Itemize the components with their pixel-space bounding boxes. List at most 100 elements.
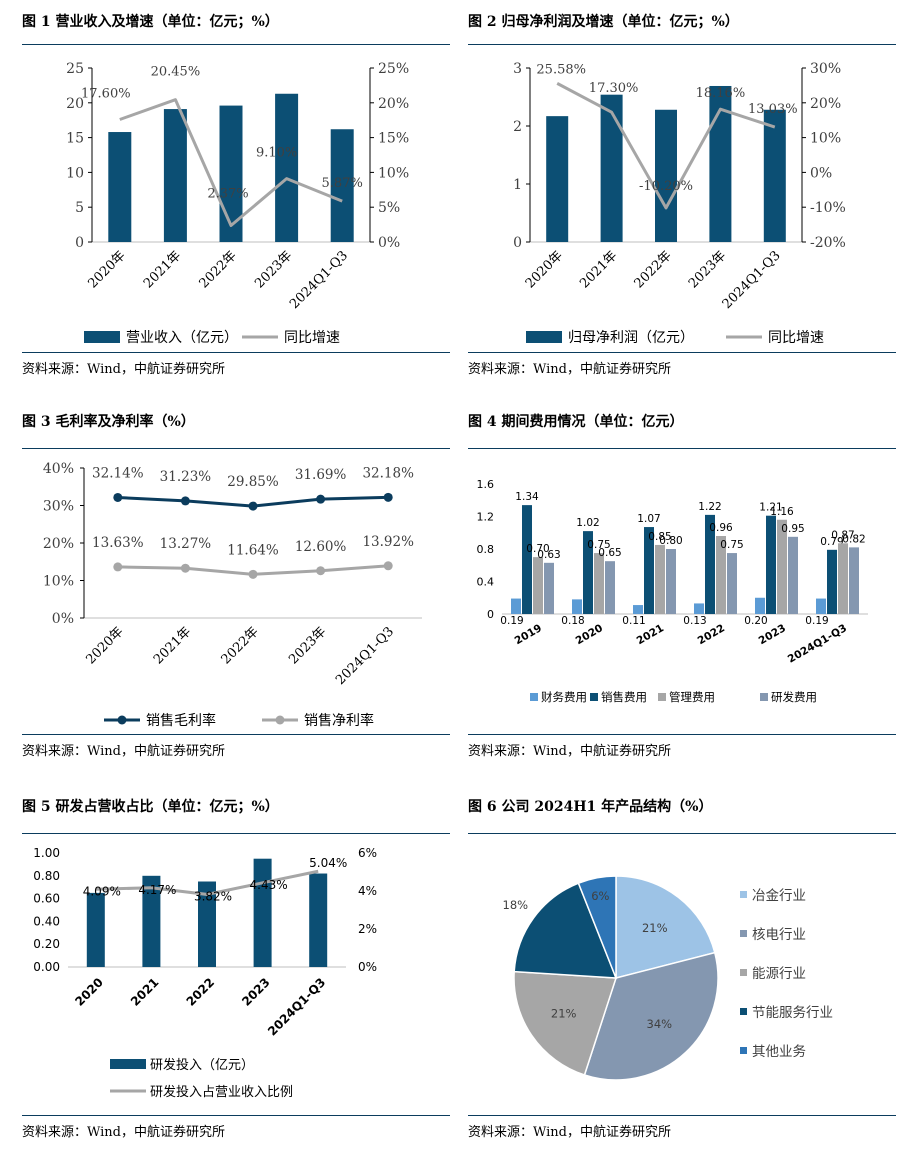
expense-bar [605, 561, 615, 614]
line-data-label: 5.04% [309, 856, 347, 870]
figure-3-title: 图 3 毛利率及净利率（%） [22, 414, 195, 430]
y-left-tick-label: 15 [66, 131, 84, 147]
line-data-label: 13.63% [92, 535, 144, 551]
expense-bar [755, 597, 765, 614]
pie-slice [577, 875, 617, 979]
line-data-label: 17.60% [81, 87, 131, 102]
y-right-tick-label: 15% [378, 131, 409, 147]
y-left-tick-label: 0.80 [33, 869, 60, 883]
y-right-tick-label: 10% [378, 165, 409, 181]
legend-swatch [740, 891, 747, 898]
line-data-label: 25.58% [536, 62, 586, 77]
y-right-tick-label: 6% [358, 846, 377, 860]
x-category-label: 2020年 [83, 624, 126, 667]
y-tick-label: 1.6 [477, 478, 495, 491]
expense-bar [572, 599, 582, 614]
line-data-label: 3.82% [194, 889, 232, 903]
figure-6-panel: 图 6 公司 2024H1 年产品结构（%） 21% 34% 21% 18% 6% 冶金行… [468, 783, 896, 1153]
legend-swatch [740, 969, 747, 976]
x-category-label: 2024Q1-Q3 [333, 624, 397, 688]
y-right-tick-label: 0% [810, 165, 832, 181]
x-category-label: 2023年 [286, 624, 329, 667]
y-right-tick-label: 2% [358, 922, 377, 936]
pie-slice [583, 951, 719, 1081]
bar-data-label: 0.19 [805, 615, 828, 627]
line-data-label: 31.23% [160, 469, 212, 485]
bar-data-label: 1.22 [698, 501, 721, 513]
y-right-tick-label: 4% [358, 884, 377, 898]
y-left-tick-label: 2 [513, 119, 522, 135]
bar [330, 129, 354, 242]
pie-data-label: 21% [642, 921, 668, 935]
y-left-tick-label: 1 [513, 177, 522, 193]
legend-label: 冶金行业 [752, 888, 806, 904]
bar-data-label: 1.07 [637, 513, 660, 525]
legend-bar-swatch [84, 331, 120, 343]
line-data-label: 13.03% [748, 102, 798, 117]
expense-bar [849, 547, 859, 614]
expense-bar [838, 543, 848, 614]
y-left-tick-label: 0.40 [33, 914, 60, 928]
y-right-tick-label: -20% [810, 235, 846, 251]
bar-data-label: 0.63 [537, 549, 560, 561]
chart-3-margins: 0% 10% 20% 30% 40% 32.14% 31.23% 29.85% 31.69% 32… [43, 461, 422, 729]
bar [763, 109, 786, 242]
line-data-label: 5.87% [322, 176, 363, 191]
legend-label: 核电行业 [752, 927, 806, 943]
legend-label: 研发费用 [771, 690, 817, 704]
legend-bar-swatch [526, 331, 562, 343]
y-left-tick-label: 1.00 [33, 846, 60, 860]
y-left-tick-label: 0.00 [33, 960, 60, 974]
bar-data-label: 0.65 [598, 547, 621, 559]
bar [219, 105, 243, 242]
figure-5-source: 资料来源：Wind，中航证券研究所 [22, 1125, 225, 1140]
line-data-label: 9.10% [256, 146, 297, 161]
bar-data-label: 0.95 [781, 523, 804, 535]
line-marker [180, 563, 190, 573]
expense-bar [716, 536, 726, 614]
legend-label: 其他业务 [752, 1044, 806, 1060]
x-category-label: 2024Q1-Q3 [786, 622, 849, 665]
legend-label: 节能服务行业 [752, 1005, 833, 1021]
bar-data-label: 0.11 [622, 615, 645, 627]
pie-slice [513, 970, 618, 1076]
bar [655, 109, 677, 242]
legend-swatch [658, 693, 666, 701]
x-category-label: 2024Q1-Q3 [265, 975, 328, 1038]
y-tick-label: 10% [43, 574, 74, 590]
x-category-label: 2022 [184, 975, 218, 1009]
y-tick-label: 0% [52, 611, 74, 627]
figure-4-bottom-rule [468, 734, 896, 735]
legend-swatch [530, 693, 538, 701]
legend-bar-label: 营业收入（亿元） [126, 330, 238, 346]
line-data-label: 2.37% [207, 187, 248, 202]
bar-data-label: 0.13 [683, 615, 706, 627]
line-data-label: 17.30% [589, 81, 639, 96]
y-tick-label: 30% [43, 499, 74, 515]
x-category-label: 2021年 [141, 248, 184, 291]
y-left-tick-label: 10 [66, 165, 84, 181]
x-category-label: 2020年 [85, 248, 128, 291]
legend-label: 销售净利率 [304, 712, 374, 729]
figure-2-title: 图 2 归母净利润及增速（单位：亿元；%） [468, 14, 739, 30]
line-data-label: 32.14% [92, 465, 144, 481]
expense-bar [666, 549, 676, 614]
line-data-label: 13.27% [160, 536, 212, 552]
expense-bar [777, 519, 787, 614]
bar-data-label: 0.19 [500, 615, 523, 627]
x-category-label: 2023年 [686, 248, 729, 291]
y-left-tick-label: 25 [66, 61, 84, 77]
line-marker [316, 494, 326, 504]
bar-data-label: 1.02 [576, 517, 599, 529]
figure-2-panel: 图 2 归母净利润及增速（单位：亿元；%） 0 1 2 3 -20% -10% 0% 10% 2… [468, 0, 896, 385]
y-right-tick-label: 30% [810, 61, 841, 77]
bar-data-label: 1.34 [515, 491, 539, 503]
figure-6-source: 资料来源：Wind，中航证券研究所 [468, 1125, 671, 1140]
line-marker [248, 569, 258, 579]
figure-4-source: 资料来源：Wind，中航证券研究所 [468, 744, 671, 759]
rd-bar [253, 858, 272, 967]
x-category-label: 2020年 [523, 248, 566, 291]
y-tick-label: 0 [487, 608, 494, 621]
figure-1-panel: 图 1 营业收入及增速（单位：亿元；%） 0 5 10 15 20 25 0% 5% 10% 15… [22, 0, 450, 385]
pie-data-label: 6% [591, 889, 609, 903]
